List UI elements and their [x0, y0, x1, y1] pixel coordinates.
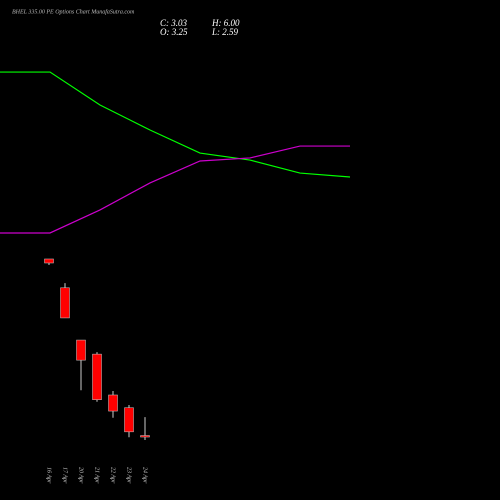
line-series [0, 145, 350, 234]
candle-body [44, 258, 54, 264]
line-series [0, 71, 351, 178]
x-tick-label: 23 Apr [126, 467, 132, 484]
candle-body [92, 353, 102, 400]
ohlc-low: L: 2.59 [211, 27, 239, 37]
x-tick-label: 24 Apr [142, 467, 149, 484]
candle-body [60, 287, 70, 319]
x-tick-label: 21 Apr [94, 467, 100, 484]
x-tick-label: 22 Apr [110, 467, 116, 484]
chart-title: BHEL 335.00 PE Options Chart MunafaSutra… [12, 8, 135, 15]
x-tick-label: 16 Apr [46, 467, 52, 484]
ohlc-open: O: 3.25 [160, 27, 188, 37]
ohlc-close: C: 3.03 [160, 18, 188, 28]
candle-body [124, 407, 134, 433]
candle-body [76, 339, 86, 361]
candle-body [140, 435, 150, 438]
ohlc-high: H: 6.00 [211, 18, 240, 28]
x-tick-label: 20 Apr [78, 467, 84, 484]
candle-body [108, 394, 118, 412]
x-tick-label: 17 Apr [62, 467, 68, 484]
